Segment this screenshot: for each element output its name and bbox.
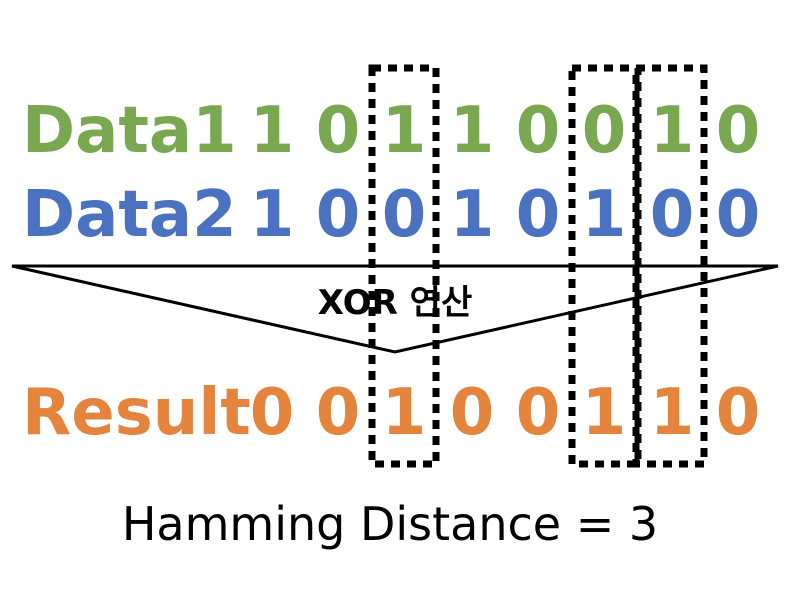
data1-label: Data1 — [22, 94, 237, 168]
data1-bit: 0 — [516, 94, 561, 168]
data2-bit: 0 — [650, 178, 695, 252]
data2-label: Data2 — [22, 178, 237, 252]
result-bit: 0 — [450, 376, 495, 450]
result-label: Result — [22, 376, 251, 450]
result-row: Result 0 0 1 0 0 1 1 0 — [22, 376, 760, 450]
result-bit: 0 — [716, 376, 761, 450]
data2-bit: 0 — [516, 178, 561, 252]
data2-row: Data2 1 0 0 1 0 1 0 0 — [22, 178, 760, 252]
result-bit: 0 — [516, 376, 561, 450]
data1-row: Data1 1 0 1 1 0 0 1 0 — [22, 94, 760, 168]
data2-bit: 1 — [582, 178, 627, 252]
result-bit: 1 — [650, 376, 695, 450]
difference-highlight-box — [632, 64, 708, 468]
difference-highlight-box — [368, 64, 440, 468]
data1-bit: 1 — [382, 94, 427, 168]
data1-bit: 1 — [450, 94, 495, 168]
data1-bit: 1 — [650, 94, 695, 168]
data2-bit: 0 — [382, 178, 427, 252]
data2-bit: 1 — [250, 178, 295, 252]
data1-bit: 0 — [316, 94, 361, 168]
difference-highlight-box — [568, 64, 642, 468]
data2-bit: 1 — [450, 178, 495, 252]
data2-bit: 0 — [316, 178, 361, 252]
xor-operation-label: XOR 연산 — [318, 283, 472, 323]
data2-bit: 0 — [716, 178, 761, 252]
result-bit: 0 — [316, 376, 361, 450]
hamming-distance-caption: Hamming Distance = 3 — [122, 497, 658, 551]
result-bit: 1 — [382, 376, 427, 450]
xor-arrow — [11, 264, 779, 354]
data1-bit: 0 — [582, 94, 627, 168]
result-bit: 0 — [250, 376, 295, 450]
data1-bit: 0 — [716, 94, 761, 168]
result-bit: 1 — [582, 376, 627, 450]
data1-bit: 1 — [250, 94, 295, 168]
